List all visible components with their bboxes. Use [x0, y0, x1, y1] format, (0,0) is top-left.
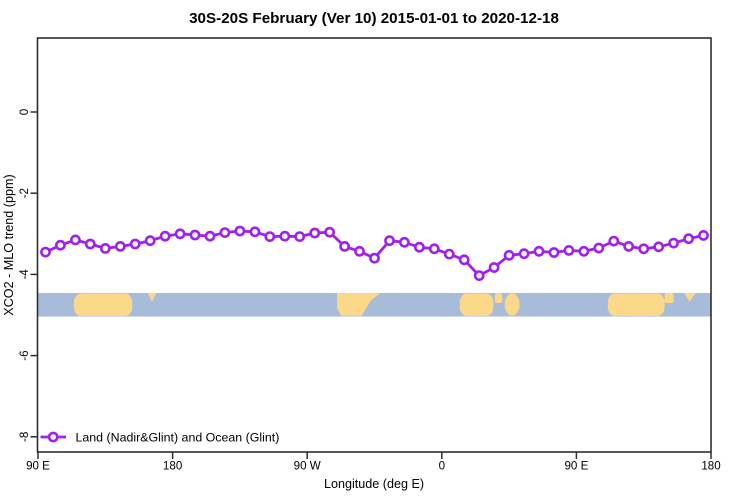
y-tick-label: 0: [18, 109, 31, 115]
data-point: [309, 227, 321, 239]
data-point: [129, 238, 141, 250]
data-point: [398, 236, 410, 248]
data-point: [159, 230, 171, 242]
legend-label: Land (Nadir&Glint) and Ocean (Glint): [76, 430, 280, 444]
land-patch-new-caledonia-east: [684, 293, 696, 302]
land-patch-mozambique-coast: [494, 293, 503, 303]
x-tick-label: 180: [163, 460, 182, 473]
data-point: [249, 226, 261, 238]
y-axis-label: XCO2 - MLO trend (ppm): [2, 174, 16, 315]
data-point: [55, 239, 66, 251]
x-tick-label: 90 E: [26, 460, 50, 473]
data-point: [668, 237, 679, 249]
data-point: [653, 241, 665, 253]
y-axis: 0 -2 -4 -6 -8: [18, 109, 38, 442]
data-point: [339, 240, 350, 252]
data-point: [369, 252, 380, 264]
data-point: [234, 225, 246, 237]
land-patch-australia-east: [607, 293, 665, 316]
data-point: [428, 243, 440, 255]
map-band: [38, 293, 711, 317]
y-tick-label: -4: [18, 269, 31, 280]
data-point: [698, 229, 709, 241]
legend: Land (Nadir&Glint) and Ocean (Glint): [40, 430, 280, 444]
data-point: [683, 233, 694, 245]
data-point: [473, 270, 485, 281]
data-point: [503, 249, 515, 261]
data-point: [114, 240, 126, 252]
land-patch-australia-west: [73, 293, 133, 316]
data-point: [84, 238, 96, 250]
x-axis: 90 E 180 90 W 0 90 E 180: [26, 452, 721, 473]
legend-point-icon: [47, 431, 59, 443]
plot-box: [36, 37, 712, 453]
data-point: [174, 228, 186, 240]
x-tick-label: 90 E: [564, 460, 588, 473]
data-point: [593, 242, 605, 254]
y-tick-label: -2: [18, 188, 31, 198]
data-point: [623, 240, 635, 252]
y-tick-label: -8: [18, 432, 31, 442]
x-tick-label: 0: [439, 460, 445, 473]
data-point: [563, 244, 575, 256]
data-point: [144, 235, 156, 247]
data-point: [354, 245, 365, 257]
x-tick-label: 90 W: [294, 460, 321, 473]
data-point: [533, 245, 545, 257]
land-patch-africa: [459, 293, 494, 316]
land-patch-australia-east-tip: [664, 293, 674, 303]
data-point: [413, 241, 425, 253]
data-point: [70, 234, 81, 246]
data-point: [294, 231, 306, 242]
data-point: [578, 245, 590, 257]
data-point: [638, 243, 650, 255]
x-tick-label: 180: [701, 460, 720, 473]
land-patch-madagascar: [504, 293, 520, 316]
data-point: [324, 226, 335, 238]
land-patch-south-america: [337, 293, 381, 316]
chart-title: 30S-20S February (Ver 10) 2015-01-01 to …: [189, 10, 559, 27]
y-tick-label: -6: [18, 350, 31, 360]
data-point: [443, 248, 455, 260]
data-point: [458, 254, 470, 266]
data-point: [488, 262, 500, 273]
data-point: [219, 227, 231, 238]
data-point: [548, 247, 560, 258]
land-patch-new-caledonia-west: [147, 293, 157, 302]
data-point: [189, 229, 201, 241]
data-point: [384, 235, 395, 247]
data-point: [264, 231, 276, 242]
x-axis-label: Longitude (deg E): [324, 477, 424, 491]
data-point: [279, 230, 291, 242]
data-point: [99, 242, 111, 254]
data-series: [40, 225, 709, 281]
ocean-band: [38, 293, 711, 317]
data-point: [204, 230, 216, 242]
data-point: [40, 246, 51, 258]
data-point: [518, 248, 530, 260]
data-point: [608, 235, 620, 247]
